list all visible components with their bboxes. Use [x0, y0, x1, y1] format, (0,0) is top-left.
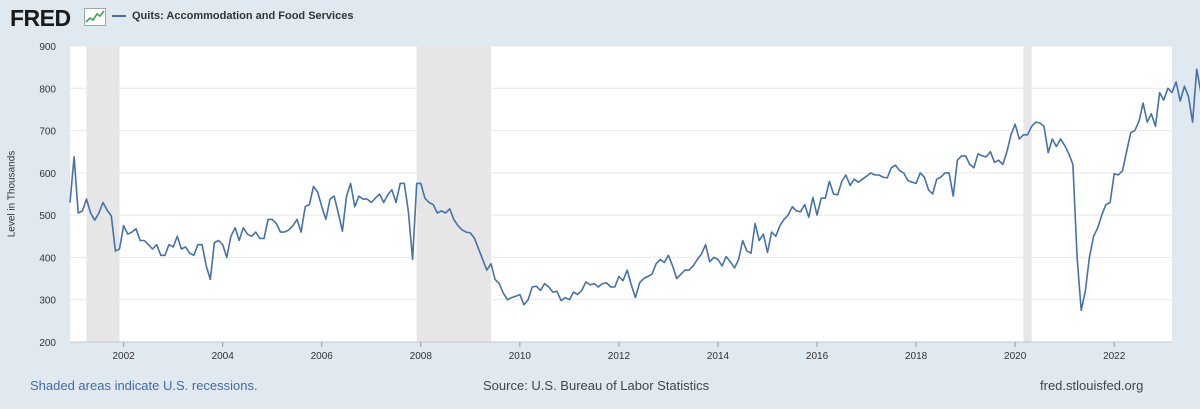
- x-tick-label: 2014: [707, 351, 730, 362]
- source-text: Source: U.S. Bureau of Labor Statistics: [483, 378, 710, 393]
- x-tick-label: 2010: [509, 351, 532, 362]
- recession-band: [1023, 46, 1032, 342]
- chart-header: FRED Quits: Accommodation and Food Servi…: [0, 0, 1200, 40]
- line-chart[interactable]: 200 300 400 500 600 700 800 900 2002 2004 2006 2008…: [0, 38, 1200, 368]
- legend-label: Quits: Accommodation and Food Services: [132, 10, 354, 22]
- x-tick-label: 2016: [806, 351, 829, 362]
- y-axis-label: Level in Thousands: [6, 150, 18, 238]
- y-tick-label: 900: [39, 42, 56, 53]
- x-tick-label: 2002: [113, 351, 136, 362]
- y-tick-label: 700: [39, 127, 56, 138]
- x-tick-label: 2006: [311, 351, 334, 362]
- y-tick-label: 300: [39, 296, 56, 307]
- x-tick-label: 2020: [1004, 351, 1027, 362]
- x-tick-label: 2012: [608, 351, 631, 362]
- y-tick-label: 600: [39, 169, 56, 180]
- legend[interactable]: Quits: Accommodation and Food Services: [112, 10, 353, 22]
- x-tick-label: 2004: [212, 351, 235, 362]
- x-tick-label: 2018: [905, 351, 928, 362]
- y-tick-label: 400: [39, 253, 56, 264]
- x-tick-label: 2022: [1103, 351, 1126, 362]
- series-line: [69, 68, 1200, 312]
- recession-band: [416, 46, 491, 342]
- y-tick-label: 200: [39, 338, 56, 349]
- y-tick-label: 800: [39, 84, 56, 95]
- plot-area: [70, 46, 1172, 342]
- y-tick-label: 500: [39, 211, 56, 222]
- recession-band: [86, 46, 120, 342]
- line-chart-icon: [84, 8, 106, 26]
- site-link[interactable]: fred.stlouisfed.org: [1040, 378, 1144, 393]
- fred-logo[interactable]: FRED: [10, 5, 71, 31]
- x-tick-label: 2008: [410, 351, 433, 362]
- recession-note: Shaded areas indicate U.S. recessions.: [30, 378, 258, 393]
- legend-swatch: [112, 15, 126, 17]
